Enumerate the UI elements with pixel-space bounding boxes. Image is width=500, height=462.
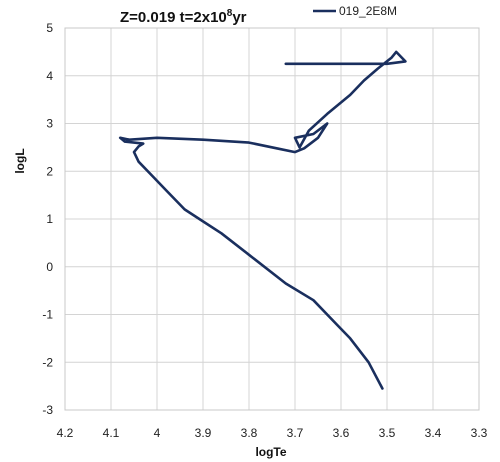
x-tick-label: 3.5 xyxy=(379,426,396,440)
series-layer xyxy=(118,50,407,390)
y-tick-label: 4 xyxy=(46,69,53,83)
x-tick-label: 4.2 xyxy=(57,426,74,440)
legend-label: 019_2E8M xyxy=(339,4,397,18)
y-tick-label: -3 xyxy=(42,403,53,417)
x-axis-label: logTe xyxy=(255,445,286,459)
x-tick-label: 3.8 xyxy=(241,426,258,440)
y-tick-label: 3 xyxy=(46,117,53,131)
plot-area-frame xyxy=(64,27,480,411)
y-tick-label: -2 xyxy=(42,355,53,369)
y-axis-ticks: -3 -2 -1 0 1 2 3 4 5 xyxy=(42,21,53,417)
y-tick-label: 5 xyxy=(46,21,53,35)
legend: 019_2E8M xyxy=(313,4,397,18)
x-tick-label: 3.6 xyxy=(333,426,350,440)
x-tick-label: 3.7 xyxy=(287,426,304,440)
chart-title-suffix: yr xyxy=(232,9,246,26)
x-tick-label: 3.3 xyxy=(471,426,488,440)
y-tick-label: 2 xyxy=(46,164,53,178)
y-tick-label: 1 xyxy=(46,212,53,226)
y-axis-label: logL xyxy=(13,148,27,173)
series-line xyxy=(118,50,407,390)
x-axis-ticks: 4.2 4.1 4 3.9 3.8 3.7 3.6 3.5 3.4 3.3 xyxy=(57,426,488,440)
x-tick-label: 3.4 xyxy=(425,426,442,440)
y-tick-label: -1 xyxy=(42,308,53,322)
y-tick-label: 0 xyxy=(46,260,53,274)
chart-title: Z=0.019 t=2x108yr xyxy=(120,8,247,26)
grid xyxy=(64,27,480,411)
chart-title-prefix: Z=0.019 t=2x10 xyxy=(120,9,227,26)
chart-title-superscript: 8 xyxy=(227,8,233,19)
x-tick-label: 4.1 xyxy=(103,426,120,440)
x-tick-label: 4 xyxy=(154,426,161,440)
x-tick-label: 3.9 xyxy=(195,426,212,440)
